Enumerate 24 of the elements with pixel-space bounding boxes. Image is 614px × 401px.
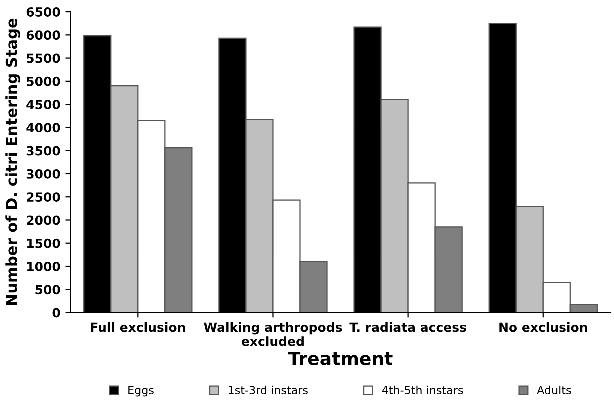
y-tick-label: 1000 — [28, 262, 60, 272]
y-tick-label: 500 — [36, 285, 60, 295]
y-tick-label: 5500 — [27, 54, 60, 64]
legend-label: 4th-5th instars — [382, 386, 464, 395]
x-tick-label: Full exclusion — [91, 322, 186, 332]
legend-label: Eggs — [128, 386, 154, 397]
legend-label: 1st-3rd instars — [229, 386, 308, 395]
y-tick-label: 5000 — [27, 76, 60, 86]
y-tick-label: 4500 — [26, 100, 60, 110]
y-tick-label: 6000 — [26, 30, 60, 40]
x-tick-label: No exclusion — [500, 322, 588, 332]
x-tick-label: Walking arthropods excluded — [204, 322, 342, 346]
x-tick-label: T. radiata access — [350, 322, 466, 332]
y-axis-title: Number of D. citri Entering Stage — [6, 18, 21, 306]
y-tick-label: 3000 — [26, 169, 60, 179]
y-tick-label: 6500 — [26, 8, 60, 17]
legend-label: Adults — [537, 386, 572, 395]
y-tick-label: 3500 — [26, 146, 60, 156]
y-tick-label: 4000 — [26, 123, 60, 133]
y-tick-label: 2500 — [27, 192, 60, 202]
y-tick-label: 1500 — [28, 238, 60, 248]
x-axis-title: Treatment — [288, 352, 393, 366]
y-tick-label: 0 — [52, 308, 60, 318]
y-tick-label: 2000 — [27, 216, 60, 226]
